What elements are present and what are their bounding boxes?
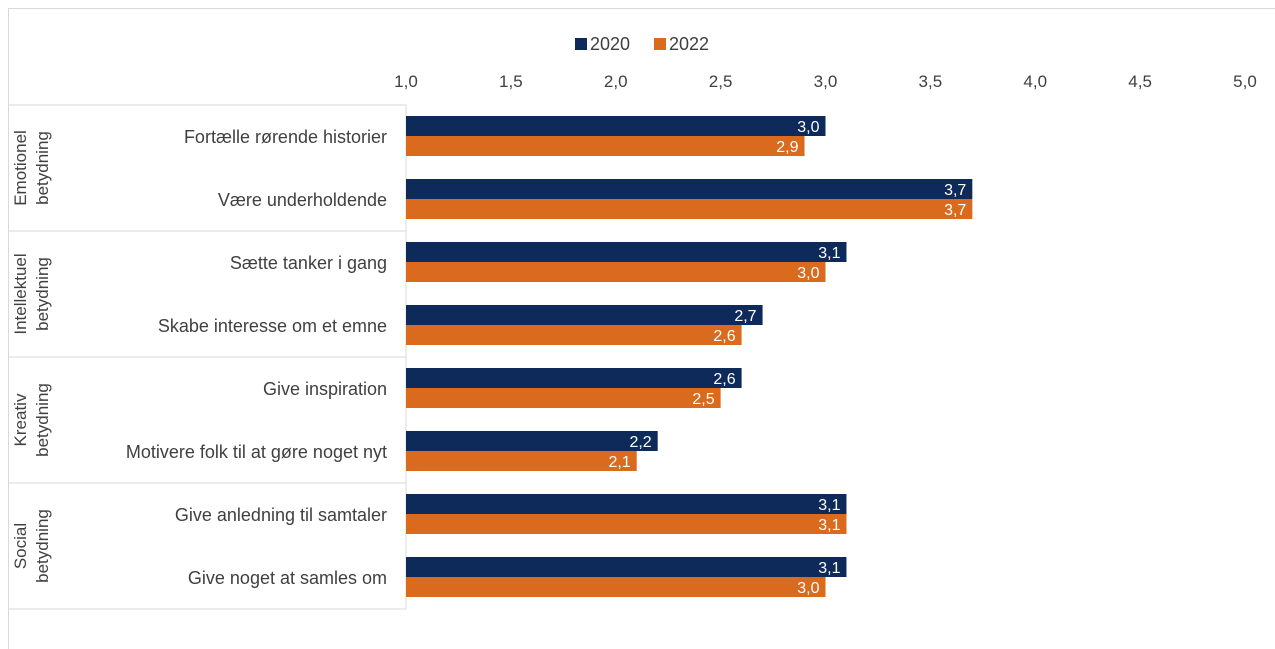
x-tick-label: 4,5 [1128, 72, 1152, 91]
group-label: betydning [33, 509, 52, 583]
data-label-2020: 3,0 [797, 119, 819, 136]
data-label-2020: 3,7 [944, 182, 966, 199]
data-label-2020: 2,2 [629, 434, 651, 451]
bar-2020 [406, 179, 973, 199]
bar-2022 [406, 514, 847, 534]
x-tick-label: 2,5 [709, 72, 733, 91]
data-label-2022: 2,6 [713, 328, 735, 345]
data-label-2022: 3,0 [797, 580, 819, 597]
category-label: Skabe interesse om et emne [158, 316, 387, 336]
data-label-2020: 3,1 [818, 245, 840, 262]
category-label: Sætte tanker i gang [230, 253, 387, 273]
x-tick-label: 1,0 [394, 72, 418, 91]
bar-2022 [406, 136, 805, 156]
x-tick-label: 5,0 [1233, 72, 1257, 91]
chart-frame [8, 8, 1275, 649]
bar-2022 [406, 388, 721, 408]
bar-2020 [406, 242, 847, 262]
category-label: Give noget at samles om [188, 568, 387, 588]
bar-2020 [406, 116, 826, 136]
x-tick-label: 4,0 [1023, 72, 1047, 91]
data-label-2020: 3,1 [818, 560, 840, 577]
bar-2020 [406, 305, 763, 325]
bar-2022 [406, 199, 973, 219]
legend-label-2022: 2022 [669, 34, 709, 54]
data-label-2020: 3,1 [818, 497, 840, 514]
data-label-2022: 3,1 [818, 517, 840, 534]
legend-label-2020: 2020 [590, 34, 630, 54]
group-label: Social [11, 523, 30, 569]
data-label-2022: 2,5 [692, 391, 714, 408]
group-label: betydning [33, 257, 52, 331]
bar-2020 [406, 494, 847, 514]
bar-2022 [406, 262, 826, 282]
group-label: betydning [33, 131, 52, 205]
data-label-2022: 3,7 [944, 202, 966, 219]
bar-2022 [406, 451, 637, 471]
category-label: Motivere folk til at gøre noget nyt [126, 442, 387, 462]
legend-swatch-2022 [654, 38, 666, 50]
legend-swatch-2020 [575, 38, 587, 50]
group-label: Intellektuel [11, 253, 30, 334]
x-tick-label: 1,5 [499, 72, 523, 91]
category-label: Give anledning til samtaler [175, 505, 387, 525]
data-label-2022: 3,0 [797, 265, 819, 282]
category-label: Være underholdende [218, 190, 387, 210]
bar-2022 [406, 325, 742, 345]
x-tick-label: 3,0 [814, 72, 838, 91]
group-label: Kreativ [11, 393, 30, 446]
group-label: Emotionel [11, 130, 30, 206]
group-label: betydning [33, 383, 52, 457]
data-label-2020: 2,6 [713, 371, 735, 388]
category-label: Give inspiration [263, 379, 387, 399]
x-tick-label: 3,5 [919, 72, 943, 91]
bar-2022 [406, 577, 826, 597]
data-label-2022: 2,1 [608, 454, 630, 471]
data-label-2020: 2,7 [734, 308, 756, 325]
bar-2020 [406, 368, 742, 388]
data-label-2022: 2,9 [776, 139, 798, 156]
x-tick-label: 2,0 [604, 72, 628, 91]
category-label: Fortælle rørende historier [184, 127, 387, 147]
bar-2020 [406, 431, 658, 451]
bar-2020 [406, 557, 847, 577]
